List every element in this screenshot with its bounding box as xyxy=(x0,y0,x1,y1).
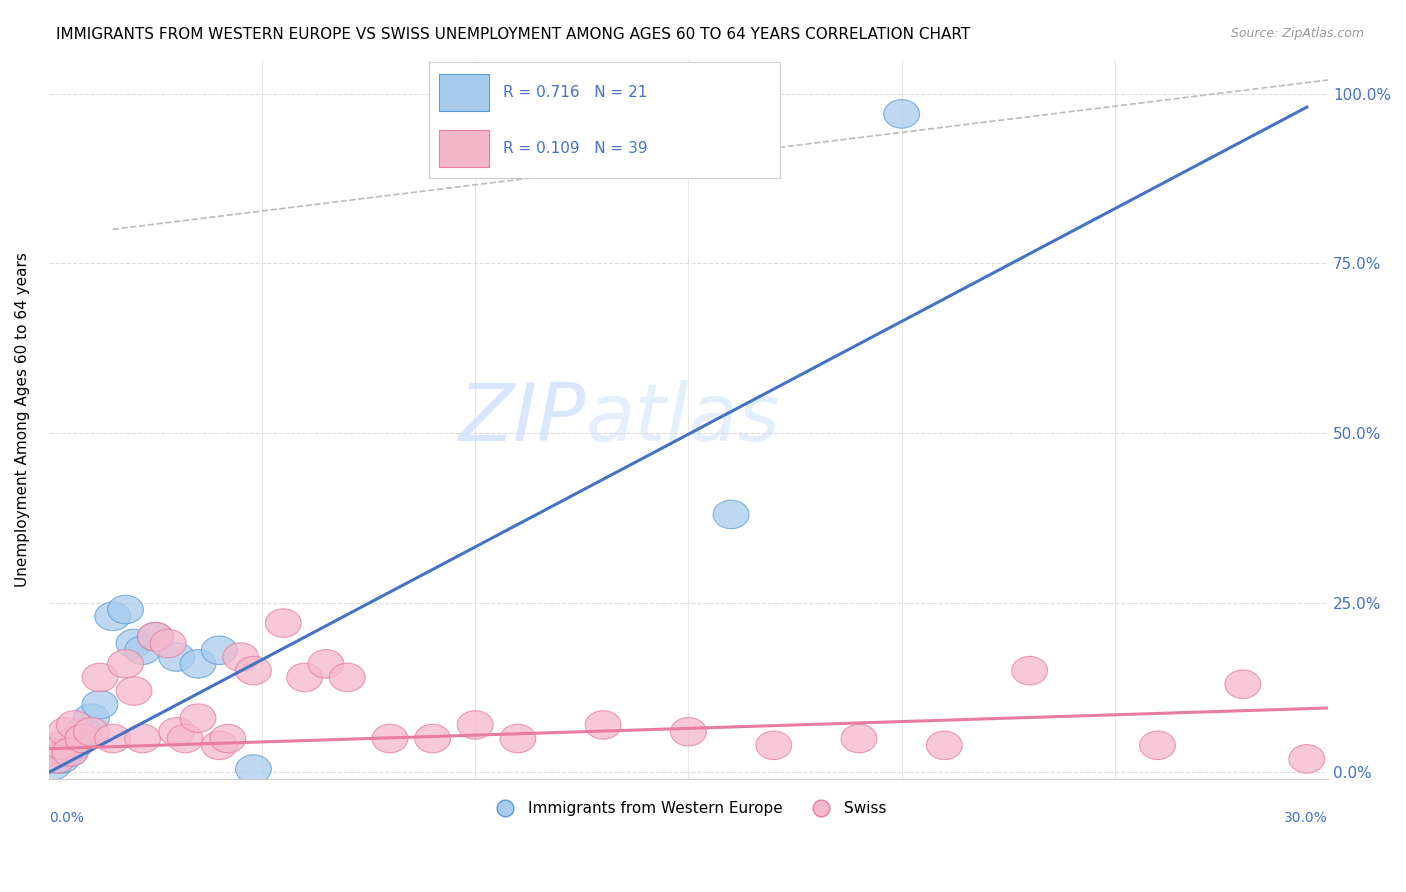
Ellipse shape xyxy=(138,623,173,651)
Ellipse shape xyxy=(108,595,143,624)
Ellipse shape xyxy=(159,643,194,672)
Ellipse shape xyxy=(138,623,173,651)
Ellipse shape xyxy=(501,724,536,753)
Ellipse shape xyxy=(35,751,70,780)
FancyBboxPatch shape xyxy=(439,129,489,167)
Ellipse shape xyxy=(56,731,93,760)
Ellipse shape xyxy=(48,738,84,766)
Ellipse shape xyxy=(180,649,217,678)
Text: R = 0.109   N = 39: R = 0.109 N = 39 xyxy=(503,141,647,156)
Ellipse shape xyxy=(373,724,408,753)
Ellipse shape xyxy=(884,100,920,128)
Ellipse shape xyxy=(108,649,143,678)
Ellipse shape xyxy=(236,657,271,685)
Ellipse shape xyxy=(201,636,238,665)
Ellipse shape xyxy=(457,711,494,739)
Ellipse shape xyxy=(1225,670,1261,698)
Ellipse shape xyxy=(117,629,152,657)
Ellipse shape xyxy=(73,704,110,732)
Ellipse shape xyxy=(167,724,202,753)
Ellipse shape xyxy=(65,724,101,753)
Ellipse shape xyxy=(308,649,344,678)
Ellipse shape xyxy=(329,663,366,691)
Legend: Immigrants from Western Europe, Swiss: Immigrants from Western Europe, Swiss xyxy=(484,795,893,822)
Ellipse shape xyxy=(1289,745,1324,773)
FancyBboxPatch shape xyxy=(439,74,489,112)
Ellipse shape xyxy=(927,731,962,760)
Ellipse shape xyxy=(117,677,152,706)
Text: 30.0%: 30.0% xyxy=(1285,812,1329,825)
Ellipse shape xyxy=(287,663,322,691)
Ellipse shape xyxy=(159,717,194,746)
Ellipse shape xyxy=(94,602,131,631)
Ellipse shape xyxy=(82,690,118,719)
Ellipse shape xyxy=(585,711,621,739)
Ellipse shape xyxy=(82,663,118,691)
Ellipse shape xyxy=(60,724,97,753)
Ellipse shape xyxy=(125,636,160,665)
Ellipse shape xyxy=(209,724,246,753)
Ellipse shape xyxy=(180,704,217,732)
Ellipse shape xyxy=(44,731,80,760)
Ellipse shape xyxy=(44,745,80,773)
Ellipse shape xyxy=(94,724,131,753)
Ellipse shape xyxy=(52,738,89,766)
Ellipse shape xyxy=(713,500,749,529)
Ellipse shape xyxy=(236,755,271,783)
Ellipse shape xyxy=(35,738,70,766)
Ellipse shape xyxy=(756,731,792,760)
Ellipse shape xyxy=(73,717,110,746)
Ellipse shape xyxy=(266,609,301,638)
Text: R = 0.716   N = 21: R = 0.716 N = 21 xyxy=(503,85,647,100)
Text: Source: ZipAtlas.com: Source: ZipAtlas.com xyxy=(1230,27,1364,40)
Ellipse shape xyxy=(222,643,259,672)
Ellipse shape xyxy=(65,717,101,746)
Text: atlas: atlas xyxy=(586,380,780,458)
Text: ZIP: ZIP xyxy=(458,380,586,458)
Ellipse shape xyxy=(415,724,450,753)
Text: 0.0%: 0.0% xyxy=(49,812,84,825)
Ellipse shape xyxy=(125,724,160,753)
Ellipse shape xyxy=(48,717,84,746)
Ellipse shape xyxy=(56,711,93,739)
Ellipse shape xyxy=(39,745,75,773)
Ellipse shape xyxy=(201,731,238,760)
Text: IMMIGRANTS FROM WESTERN EUROPE VS SWISS UNEMPLOYMENT AMONG AGES 60 TO 64 YEARS C: IMMIGRANTS FROM WESTERN EUROPE VS SWISS … xyxy=(56,27,970,42)
Ellipse shape xyxy=(671,717,706,746)
Y-axis label: Unemployment Among Ages 60 to 64 years: Unemployment Among Ages 60 to 64 years xyxy=(15,252,30,587)
Ellipse shape xyxy=(841,724,877,753)
Ellipse shape xyxy=(39,745,75,773)
Ellipse shape xyxy=(1140,731,1175,760)
Ellipse shape xyxy=(1012,657,1047,685)
Ellipse shape xyxy=(52,738,89,766)
Ellipse shape xyxy=(150,629,186,657)
